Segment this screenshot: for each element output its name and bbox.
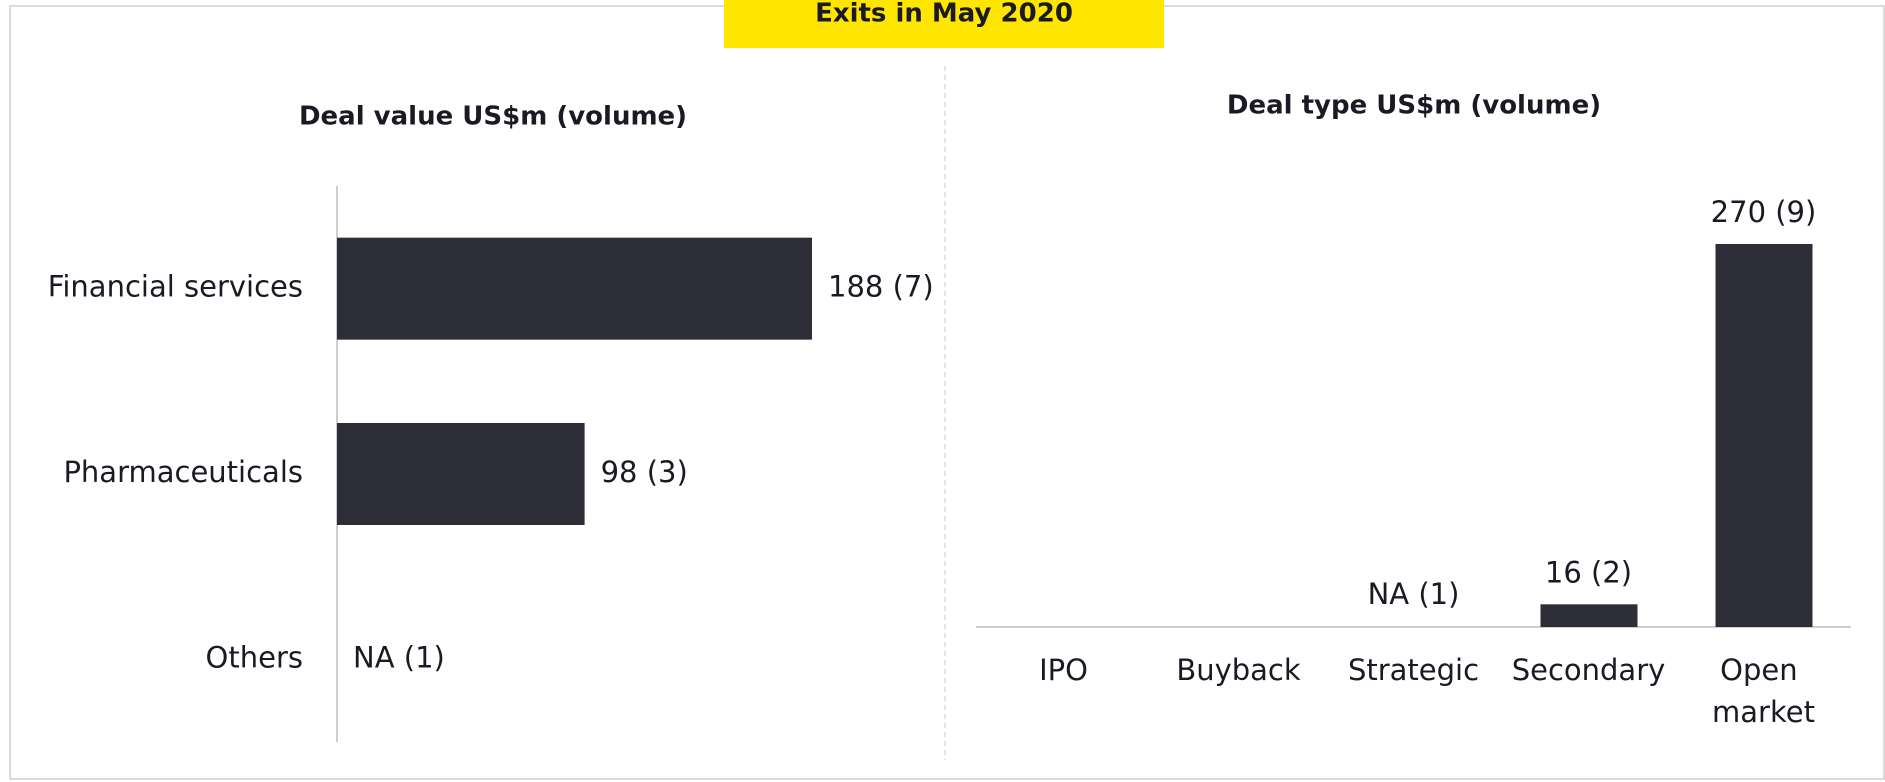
category-label: Financial services [48, 270, 303, 304]
category-label: Buyback [1176, 653, 1301, 687]
page-title: Exits in May 2020 [815, 0, 1073, 29]
bar [337, 237, 812, 340]
value-label: NA (1) [1368, 577, 1460, 611]
chart-title: Deal type US$m (volume) [1227, 91, 1601, 121]
category-label: Secondary [1512, 653, 1666, 687]
bar [1715, 244, 1813, 627]
bar [337, 423, 585, 525]
category-label: IPO [1039, 653, 1088, 687]
value-label: NA (1) [353, 640, 445, 674]
chart-title: Deal value US$m (volume) [299, 102, 687, 132]
bar [1540, 604, 1638, 627]
value-label: 188 (7) [828, 270, 934, 304]
value-label: 270 (9) [1711, 195, 1817, 229]
category-label: Strategic [1348, 653, 1479, 687]
title-box [724, 0, 1164, 48]
value-label: 16 (2) [1545, 555, 1632, 589]
category-label: Pharmaceuticals [63, 455, 303, 489]
category-label: Others [206, 640, 303, 674]
category-label: Open market [1712, 653, 1815, 729]
value-label: 98 (3) [601, 455, 688, 489]
